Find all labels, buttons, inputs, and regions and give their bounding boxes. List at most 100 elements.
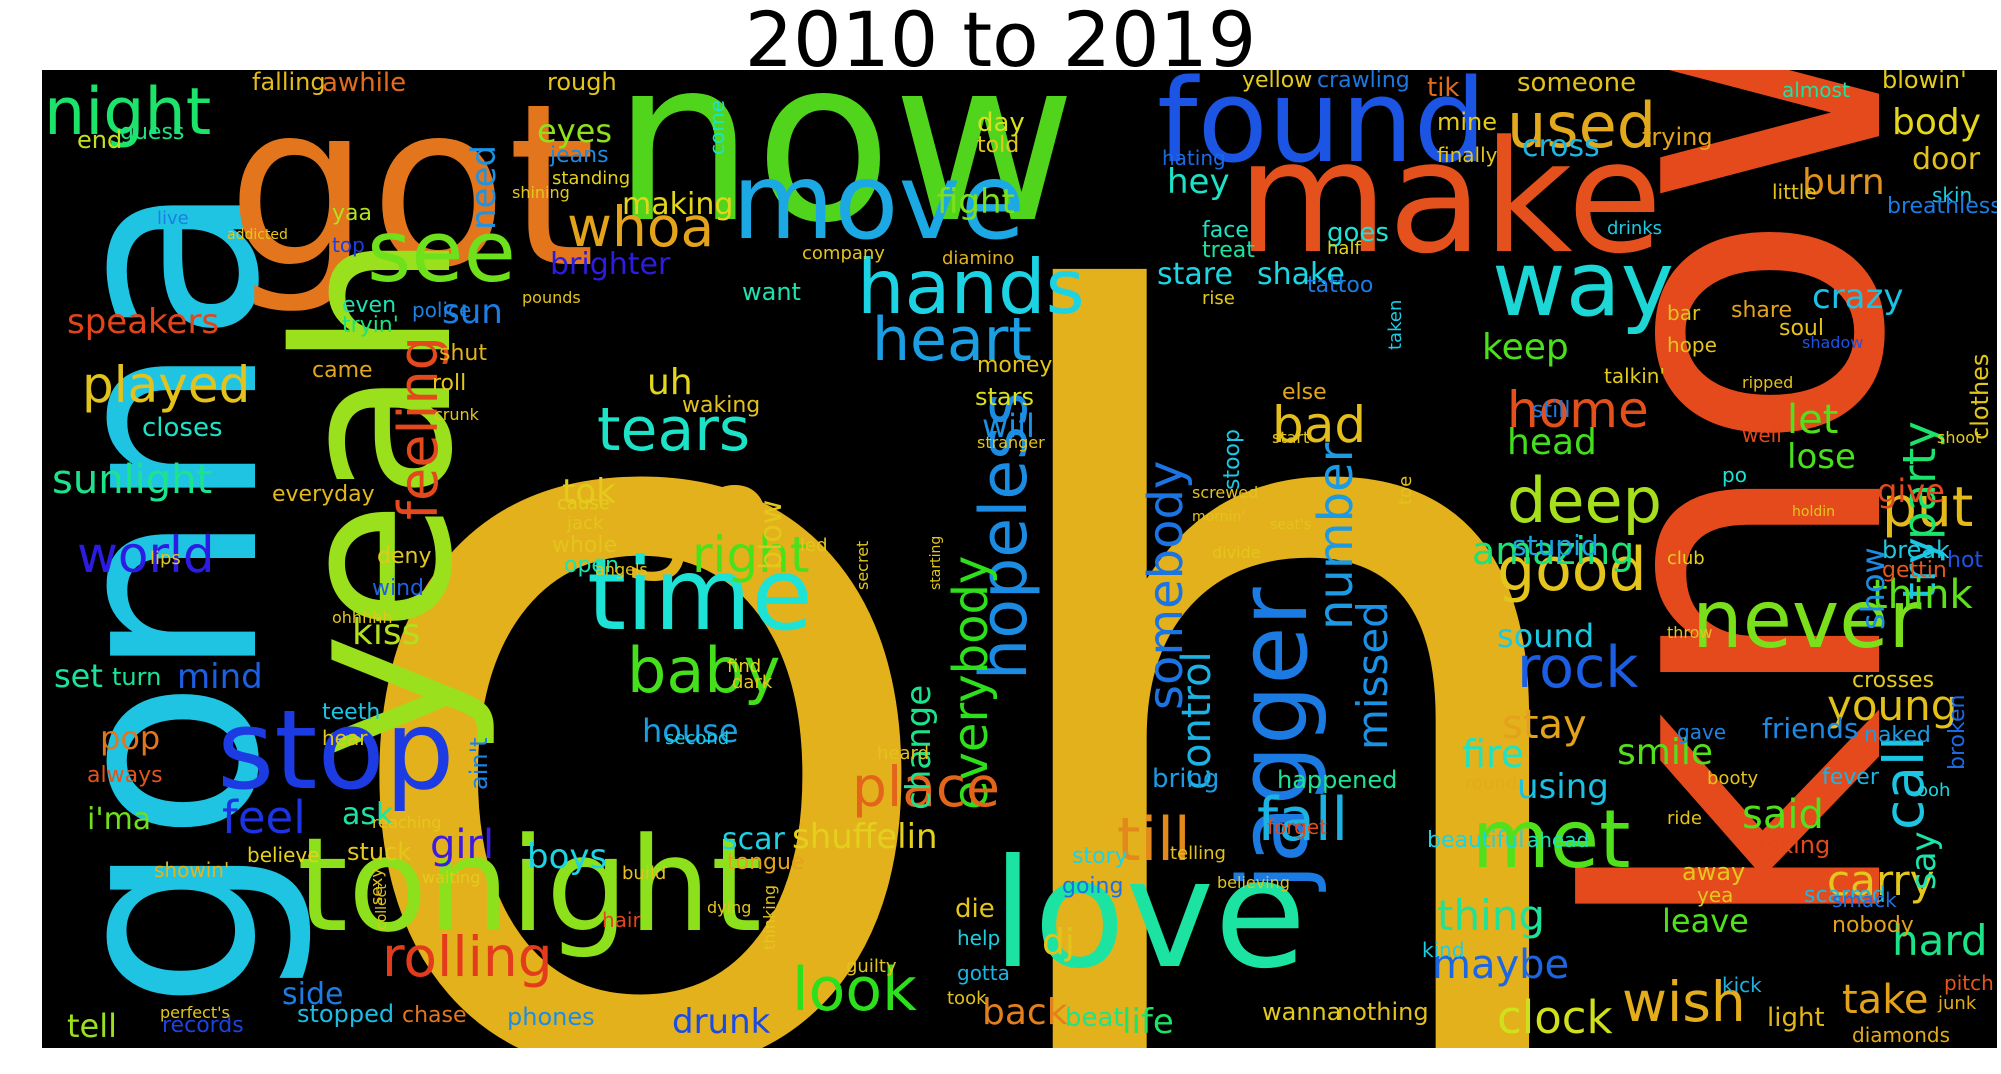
cloud-word-side: side <box>282 977 344 1012</box>
cloud-word-told: told <box>977 133 1020 158</box>
cloud-word-waking: waking <box>682 393 761 418</box>
cloud-word-jeans: jeans <box>550 143 609 168</box>
cloud-word-gave: gave <box>1677 720 1727 744</box>
cloud-word-life: life <box>1122 1002 1174 1042</box>
cloud-word-kick: kick <box>1722 973 1762 997</box>
cloud-word-believing: believing <box>1217 873 1290 892</box>
cloud-word-blow: blow <box>754 499 789 570</box>
cloud-word-finally: finally <box>1437 143 1498 167</box>
cloud-word-everyday: everyday <box>272 482 375 507</box>
cloud-word-till: till <box>1117 805 1191 875</box>
cloud-word-ride: ride <box>1667 808 1702 829</box>
cloud-word-find: find <box>727 656 762 677</box>
cloud-word-naked: naked <box>1864 723 1931 748</box>
cloud-word-dark: dark <box>732 672 773 693</box>
cloud-word-boys: boys <box>527 837 608 877</box>
cloud-word-yea: yea <box>1697 883 1734 907</box>
cloud-word-make: make <box>1237 107 1663 288</box>
cloud-word-going: going <box>1062 874 1124 899</box>
cloud-word-look: look <box>792 955 917 1025</box>
cloud-word-back: back <box>982 992 1068 1033</box>
cloud-word-mind: mind <box>177 657 263 697</box>
cloud-word-hard: hard <box>1892 916 1988 965</box>
cloud-word-stare: stare <box>1157 257 1233 292</box>
cloud-word-diamonds: diamonds <box>1852 1023 1951 1047</box>
cloud-word-hey: hey <box>1167 162 1230 202</box>
cloud-word-story: story <box>1072 844 1128 869</box>
cloud-word-die: die <box>955 894 995 924</box>
cloud-word-tell: tell <box>67 1007 118 1045</box>
cloud-word-forget: forget <box>1267 815 1327 839</box>
cloud-word-gotta: gotta <box>957 961 1010 985</box>
cloud-word-diamino: diamino <box>942 248 1015 269</box>
cloud-word-roll: roll <box>432 371 467 396</box>
cloud-word-door: door <box>1912 142 1981 177</box>
cloud-word-soul: soul <box>1779 316 1824 341</box>
cloud-word-scar: scar <box>722 822 785 857</box>
cloud-word-speakers: speakers <box>67 302 220 342</box>
cloud-word-goes: goes <box>1327 218 1389 248</box>
cloud-word-kind: kind <box>1422 938 1465 962</box>
cloud-word-used: used <box>1507 89 1657 162</box>
cloud-word-jack: jack <box>567 513 604 534</box>
cloud-word-using: using <box>1517 767 1609 807</box>
cloud-word-smile: smile <box>1617 732 1713 773</box>
cloud-word-perfect-s: perfect's <box>160 1003 230 1022</box>
cloud-word-believe: believe <box>247 843 320 867</box>
cloud-word-dying: dying <box>707 898 752 917</box>
cloud-word-pop: pop <box>100 719 161 757</box>
cloud-word-uh: uh <box>647 362 693 403</box>
cloud-word-crawling: crawling <box>1317 70 1410 93</box>
cloud-word-right: right <box>692 526 810 584</box>
cloud-word-addicted: addicted <box>227 227 288 243</box>
cloud-word-gettin: gettin' <box>1882 558 1953 583</box>
cloud-word-awhile: awhile <box>322 70 407 98</box>
cloud-word-booty: booty <box>1707 768 1759 789</box>
cloud-word-bad: bad <box>1272 396 1367 454</box>
cloud-word-let: let <box>1787 397 1839 443</box>
cloud-word-shake: shake <box>1257 257 1345 292</box>
cloud-word-friends: friends <box>1762 712 1859 745</box>
cloud-word-kiss: kiss <box>352 612 421 653</box>
cloud-word-skin: skin <box>1932 183 1973 207</box>
cloud-word-rolling: rolling <box>382 925 553 989</box>
cloud-word-ain-t: ain't <box>465 737 493 790</box>
cloud-word-pitch: pitch <box>1944 971 1994 995</box>
cloud-word-company: company <box>802 243 885 264</box>
cloud-word-rise: rise <box>1202 288 1235 309</box>
cloud-word-face: face <box>1202 218 1249 243</box>
cloud-word-deny: deny <box>377 544 432 569</box>
cloud-word-feel: feel <box>222 791 306 844</box>
cloud-word-maybe: maybe <box>1432 942 1570 988</box>
cloud-word-shadow: shadow <box>1802 333 1864 352</box>
cloud-word-burn: burn <box>1802 162 1885 203</box>
cloud-word-came: came <box>312 358 373 383</box>
cloud-word-dj: dj <box>1042 922 1075 963</box>
word-cloud: oh know gonna now got yeah make found move love to… <box>42 70 1997 1048</box>
cloud-word-talkin: talkin' <box>1604 364 1665 388</box>
cloud-word-whole: whole <box>552 533 618 558</box>
cloud-word-whoa: whoa <box>567 195 715 259</box>
cloud-word-wind: wind <box>372 576 425 601</box>
cloud-word-away: away <box>1682 858 1746 886</box>
cloud-word-showin: showin' <box>154 858 230 882</box>
cloud-word-house: house <box>642 712 739 750</box>
cloud-word-played: played <box>82 356 251 414</box>
cloud-word-breathless: breathless <box>1887 194 1997 219</box>
cloud-word-mine: mine <box>1437 108 1498 136</box>
cloud-word-night: night <box>44 75 212 150</box>
cloud-word-carry: carry <box>1827 856 1935 905</box>
cloud-word-tok: tok <box>562 472 616 512</box>
cloud-word-brighter: brighter <box>550 247 671 282</box>
cloud-word-see: see <box>367 203 516 302</box>
cloud-word-go: go <box>617 440 773 585</box>
cloud-word-amazing: amazing <box>1472 529 1635 573</box>
cloud-word-ask: ask <box>342 797 394 832</box>
cloud-word-set: set <box>54 657 103 695</box>
cloud-word-heard: heard <box>877 743 930 764</box>
cloud-word-police: police <box>412 298 472 322</box>
cloud-word-shining: shining <box>512 183 570 202</box>
cloud-word-smack: smack <box>1832 888 1897 912</box>
cloud-word-tonight: tonight <box>297 809 762 961</box>
cloud-word-took: took <box>947 988 987 1009</box>
